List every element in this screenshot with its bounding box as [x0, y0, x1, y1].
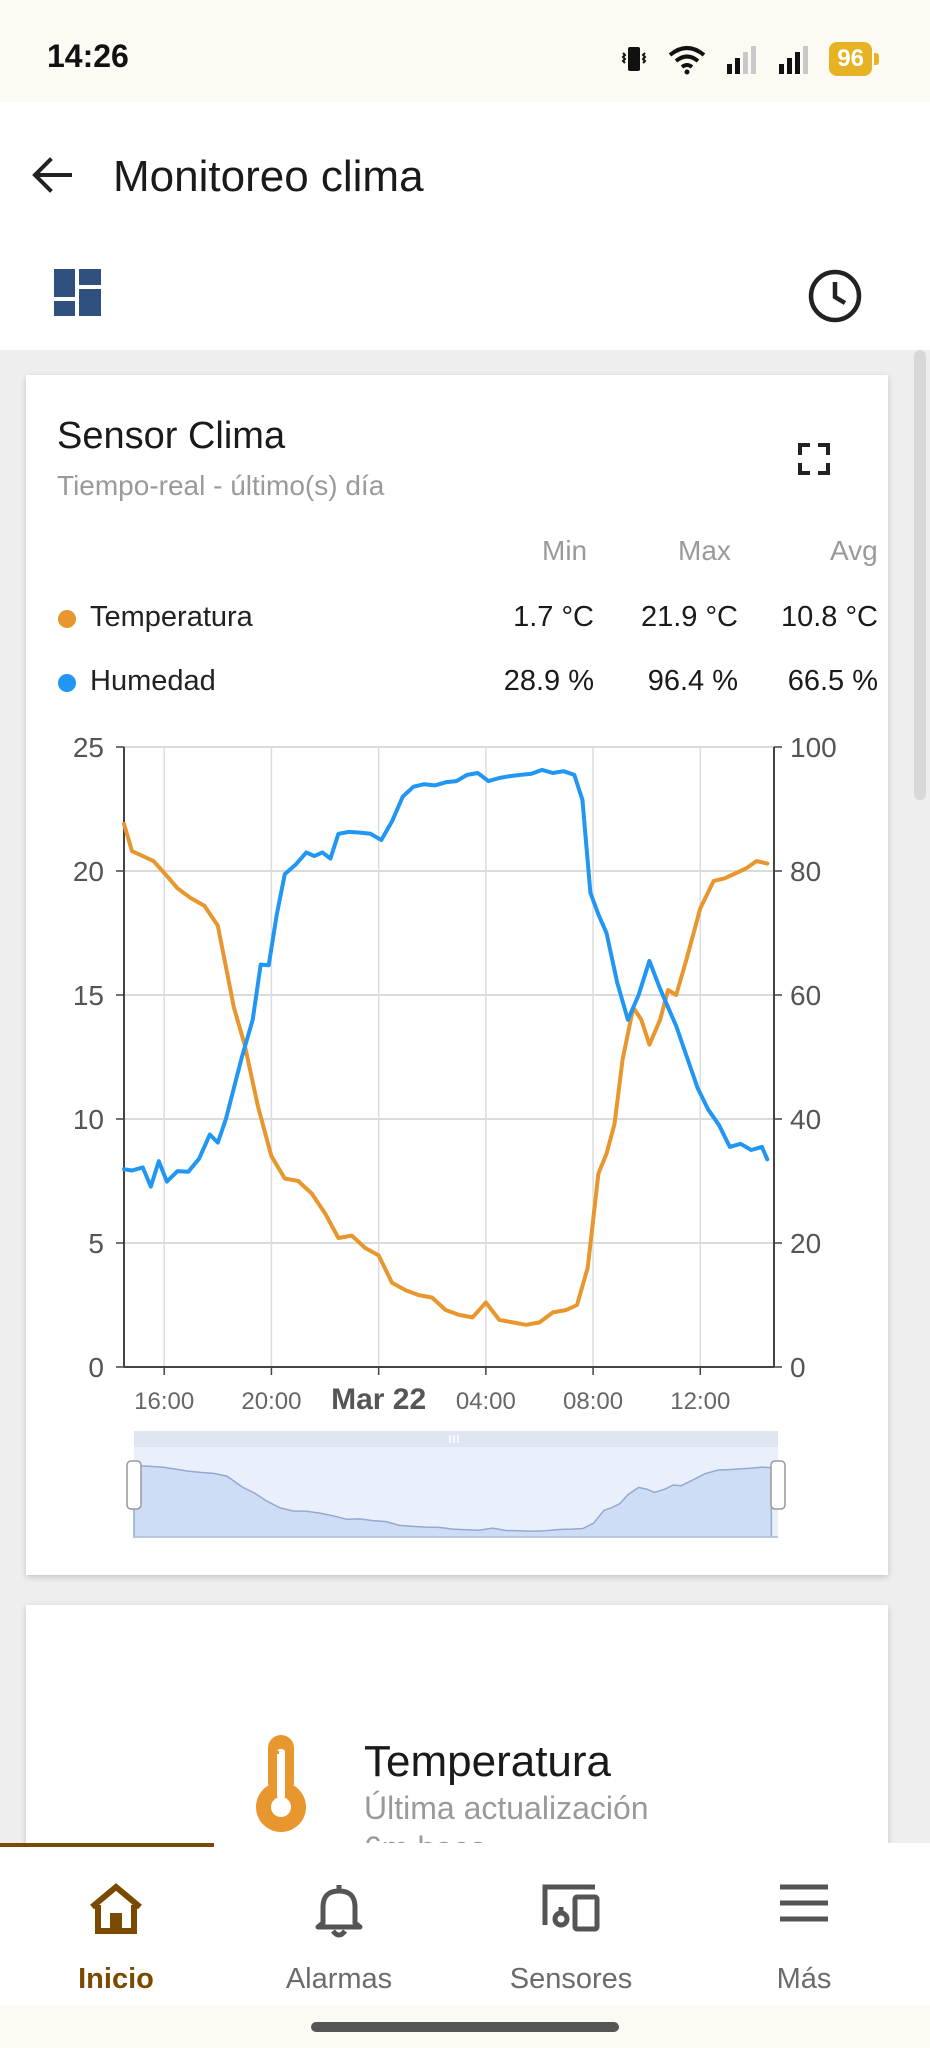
vibrate-icon — [621, 47, 647, 71]
signal-1-icon — [727, 46, 757, 74]
navigator-left-handle — [126, 1460, 142, 1510]
line-chart[interactable]: 0 5 10 15 20 25 0 20 40 60 80 100 16:00 20:00 Mar 22 04… — [26, 375, 888, 1575]
thermometer-icon — [256, 1735, 306, 1832]
nav-label: Sensores — [509, 1963, 633, 1995]
nav-item-alarmas[interactable]: Alarmas — [223, 1843, 455, 2005]
legend-row-humedad[interactable]: Humedad 28.9 % 96.4 % 66.5 % — [56, 655, 886, 719]
nav-item-mas[interactable]: Más — [688, 1843, 920, 2005]
temperature-card-title: Temperatura — [364, 1737, 612, 1786]
x-tick-label: 04:00 — [456, 1388, 516, 1415]
bottom-navigation: Inicio Alarmas Sensores Más — [0, 1843, 930, 2005]
series-name: Humedad — [90, 665, 216, 697]
scrollbar-thumb[interactable] — [914, 350, 926, 800]
series-min: 1.7 °C — [513, 601, 594, 633]
series-color-dot — [58, 610, 76, 628]
wifi-icon — [669, 46, 706, 75]
header-avg: Avg — [830, 535, 878, 566]
y-left-tick-label: 15 — [73, 980, 104, 1011]
x-tick-label: 20:00 — [241, 1388, 301, 1415]
x-tick-label: 12:00 — [670, 1388, 730, 1415]
y-left-tick-label: 0 — [88, 1352, 104, 1383]
fullscreen-button[interactable] — [792, 437, 836, 481]
y-left-tick-label: 10 — [73, 1104, 104, 1135]
home-icon — [90, 1883, 142, 1934]
chart-grid — [124, 746, 774, 1368]
back-button[interactable] — [24, 147, 80, 203]
y-right-tick-label: 20 — [790, 1228, 821, 1259]
gesture-area — [0, 2005, 930, 2048]
menu-icon — [780, 1884, 828, 1922]
status-time: 14:26 — [47, 38, 129, 74]
nav-label: Inicio — [78, 1963, 154, 1995]
series-min: 28.9 % — [503, 665, 594, 697]
active-tab-indicator — [0, 1843, 214, 1847]
app-bar: Monitoreo clima — [0, 102, 930, 350]
header-max: Max — [678, 535, 731, 566]
legend-header-row: Min Max Avg — [56, 527, 886, 591]
series-line-humedad — [122, 767, 770, 1189]
nav-label: Alarmas — [285, 1963, 393, 1995]
bell-icon — [315, 1885, 363, 1938]
series-line-temperatura — [122, 821, 770, 1327]
series-color-dot — [58, 674, 76, 692]
last-update-label: Última actualización — [364, 1790, 649, 1826]
y-right-tick-label: 0 — [790, 1352, 806, 1383]
history-button[interactable] — [806, 267, 866, 327]
series-max: 96.4 % — [647, 665, 738, 697]
navigator-right-handle — [770, 1460, 786, 1510]
signal-2-icon — [779, 46, 809, 74]
chart-axes: 0 5 10 15 20 25 0 20 40 60 80 100 16:00 20:00 Mar 22 04… — [73, 732, 837, 1416]
devices-icon — [542, 1884, 600, 1932]
status-icons: 96 — [619, 42, 879, 76]
series-avg: 10.8 °C — [780, 601, 878, 633]
dashboard-icon — [54, 269, 101, 316]
y-right-tick-label: 80 — [790, 856, 821, 887]
y-left-tick-label: 25 — [73, 732, 104, 763]
gesture-handle[interactable] — [311, 2022, 619, 2032]
series-name: Temperatura — [90, 601, 253, 633]
nav-label: Más — [776, 1963, 832, 1995]
nav-item-sensores[interactable]: Sensores — [455, 1843, 687, 2005]
dashboard-button[interactable] — [52, 267, 108, 323]
sensor-chart-card: Sensor Clima Tiempo-real - último(s) día… — [26, 375, 888, 1575]
battery-icon: 96 — [829, 42, 879, 76]
navigator-series-area — [133, 1460, 773, 1538]
legend-table: Min Max Avg Temperatura 1.7 °C 21.9 °C 1… — [56, 527, 886, 719]
y-left-tick-label: 20 — [73, 856, 104, 887]
page-title: Monitoreo clima — [113, 152, 424, 201]
y-right-tick-label: 40 — [790, 1104, 821, 1135]
legend-row-temperatura[interactable]: Temperatura 1.7 °C 21.9 °C 10.8 °C — [56, 591, 886, 655]
fullscreen-icon — [798, 443, 830, 475]
status-bar: 14:26 96 — [0, 0, 930, 102]
series-avg: 66.5 % — [787, 665, 878, 697]
header-min: Min — [542, 535, 588, 566]
chart-series — [122, 767, 770, 1327]
series-max: 21.9 °C — [640, 601, 738, 633]
navigator-scroll-handle — [134, 1431, 778, 1447]
y-right-tick-label: 60 — [790, 980, 821, 1011]
x-tick-label: Mar 22 — [331, 1383, 426, 1416]
card-subtitle: Tiempo-real - último(s) día — [57, 470, 385, 501]
x-tick-label: 16:00 — [134, 1388, 194, 1415]
arrow-back-icon — [32, 157, 72, 193]
clock-icon — [808, 269, 862, 323]
y-right-tick-label: 100 — [790, 732, 837, 763]
time-navigator[interactable] — [126, 1431, 786, 1538]
card-title: Sensor Clima — [57, 415, 286, 457]
y-left-tick-label: 5 — [88, 1228, 104, 1259]
x-tick-label: 08:00 — [563, 1388, 623, 1415]
nav-item-inicio[interactable]: Inicio — [0, 1843, 232, 2005]
